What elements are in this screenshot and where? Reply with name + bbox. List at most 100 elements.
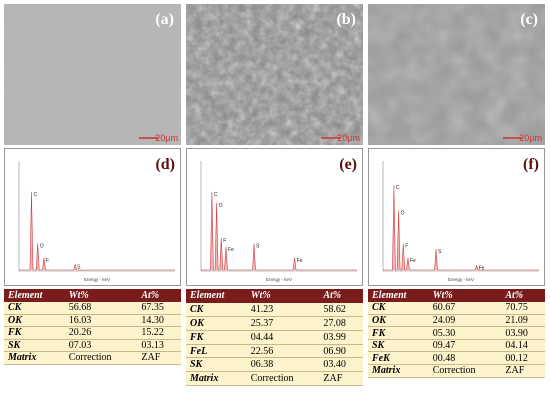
value-cell: 21.09 (501, 314, 545, 328)
table-row: FK 05.30 03.90 (368, 326, 545, 340)
element-cell: FK (368, 326, 429, 340)
header-cell: At% (137, 289, 181, 302)
element-cell: SK (368, 339, 429, 353)
table-row: FeL 22.56 06.90 (186, 344, 363, 359)
value-cell: 56.68 (64, 301, 138, 315)
value-cell: 03.90 (501, 326, 545, 340)
eds-spectrum: Energy - keV (f) C O F Fe S Fe (368, 148, 545, 286)
element-cell: OK (186, 316, 247, 331)
value-cell: 60.67 (428, 301, 502, 315)
header-cell: At% (501, 289, 545, 302)
image-label: (a) (155, 11, 174, 28)
header-cell: Wt% (246, 289, 320, 303)
element-cell: CK (4, 301, 65, 315)
value-cell: 06.38 (246, 357, 320, 373)
spectrum-label: (d) (155, 156, 175, 173)
header-cell: At% (319, 289, 363, 303)
value-cell: ZAF (137, 351, 181, 365)
value-cell: 04.14 (501, 339, 545, 353)
element-cell: Matrix (186, 371, 247, 387)
energy-label: Energy - keV (266, 277, 292, 282)
value-cell: 00.48 (428, 351, 502, 366)
value-cell: 15.22 (137, 326, 181, 340)
value-cell: 03.13 (137, 339, 181, 352)
peak-label: F (46, 258, 49, 264)
value-cell: 25.37 (246, 316, 320, 331)
value-cell: 03.40 (319, 357, 363, 373)
table-row: CK 41.23 58.62 (186, 302, 363, 318)
table-row: SK 06.38 03.40 (186, 357, 363, 373)
table-row: SK 07.03 03.13 (4, 339, 181, 352)
value-cell: Correction (428, 364, 502, 378)
peak-label: S (77, 264, 81, 270)
peak-label: Fe (297, 258, 303, 264)
table-row: OK 24.09 21.09 (368, 314, 545, 328)
value-cell: 41.23 (246, 302, 320, 318)
header-cell: Element (368, 289, 429, 302)
image-label: (c) (520, 11, 538, 28)
value-cell: Correction (64, 351, 138, 365)
value-cell: Correction (246, 371, 320, 387)
peak-label: C (214, 192, 218, 198)
spectrum-trace (383, 185, 539, 271)
scale-bar-label: 20µm (519, 133, 542, 143)
peak-label: C (33, 192, 37, 198)
energy-label: Energy - keV (448, 277, 474, 282)
header-cell: Wt% (428, 289, 502, 302)
element-cell: FeL (186, 344, 247, 359)
value-cell: 07.03 (64, 339, 138, 352)
table-header: Element Wt% At% (368, 289, 545, 302)
table-row: FK 20.26 15.22 (4, 326, 181, 340)
header-cell: Wt% (64, 289, 138, 302)
sem-image: (a) 20µm (4, 4, 181, 145)
table-header: Element Wt% At% (4, 289, 181, 302)
value-cell: 00.12 (501, 351, 545, 366)
value-cell: 04.44 (246, 330, 320, 345)
element-cell: FK (4, 326, 65, 340)
header-cell: Element (4, 289, 65, 302)
sem-texture (186, 4, 363, 145)
energy-label: Energy - keV (84, 277, 110, 282)
peak-label: Fe (410, 258, 416, 264)
sem-texture (4, 4, 181, 145)
value-cell: 70.75 (501, 301, 545, 315)
value-cell: 67.35 (137, 301, 181, 315)
table-row: CK 60.67 70.75 (368, 301, 545, 315)
sem-image: (b) 20µm (186, 4, 363, 145)
spectrum-trace (201, 191, 357, 271)
value-cell: 14.30 (137, 314, 181, 327)
eds-spectrum: Energy - keV (d) C O F S (4, 148, 181, 286)
peak-label: Fe (479, 266, 485, 272)
value-cell: ZAF (319, 371, 363, 387)
sem-image: (c) 20µm (368, 4, 545, 145)
element-cell: Matrix (4, 351, 65, 365)
table-row: FeK 00.48 00.12 (368, 351, 545, 366)
value-cell: 22.56 (246, 344, 320, 359)
element-cell: Matrix (368, 364, 429, 378)
composition-table: Element Wt% At% CK 60.67 70.75 OK 24.09 21.09 FK 0… (368, 289, 545, 378)
table-row: OK 16.03 14.30 (4, 314, 181, 327)
value-cell: 58.62 (319, 302, 363, 318)
peak-label: O (401, 211, 405, 217)
value-cell: 05.30 (428, 326, 502, 340)
peak-label: S (256, 244, 260, 250)
value-cell: ZAF (501, 364, 545, 378)
value-cell: 24.09 (428, 314, 502, 328)
element-cell: CK (186, 302, 247, 318)
value-cell: 09.47 (428, 339, 502, 353)
table-row: OK 25.37 27.08 (186, 316, 363, 331)
scale-bar-label: 20µm (337, 133, 360, 143)
peak-label: O (219, 203, 223, 209)
value-cell: 20.26 (64, 326, 138, 340)
element-cell: FeK (368, 351, 429, 366)
peak-label: Fe (228, 247, 234, 253)
value-cell: 06.90 (319, 344, 363, 359)
composition-table: Element Wt% At% CK 41.23 58.62 OK 25.37 27.08 FK 0… (186, 289, 363, 387)
peak-label: C (396, 185, 400, 191)
peak-label: F (405, 244, 408, 250)
table-row: SK 09.47 04.14 (368, 339, 545, 353)
spectrum-label: (e) (339, 156, 357, 173)
table-row: CK 56.68 67.35 (4, 301, 181, 315)
